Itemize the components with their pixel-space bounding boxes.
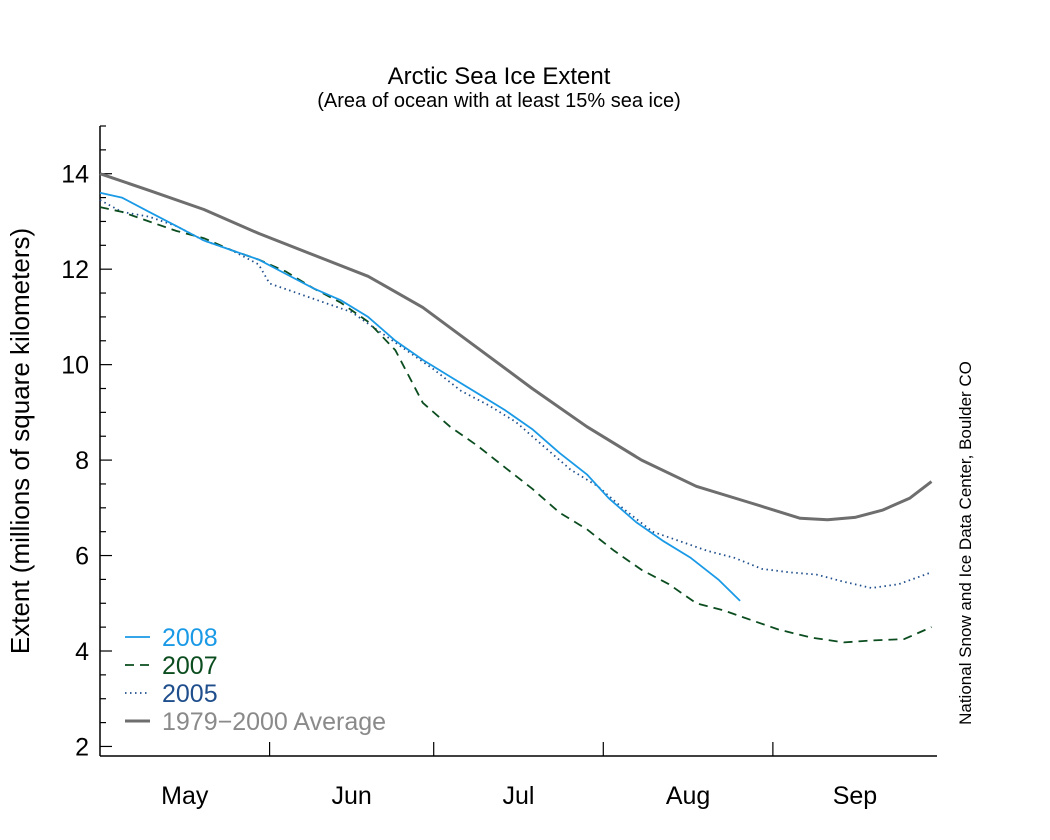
y-tick-label: 14 [61, 161, 89, 189]
axes: 2 4 6 8 10 12 14 May Jun Jul Aug Sep [61, 125, 937, 810]
x-month-label: Jun [331, 782, 371, 810]
y-tick-label: 2 [75, 733, 89, 761]
chart-subtitle: (Area of ocean with at least 15% sea ice… [317, 90, 681, 112]
series-line-1 [99, 206, 932, 644]
series-line-3 [99, 172, 933, 522]
legend-label: 1979−2000 Average [162, 708, 386, 736]
legend-label: 2008 [162, 624, 218, 652]
credit-text: National Snow and Ice Data Center, Bould… [956, 361, 975, 725]
series-layer [99, 172, 933, 644]
y-tick-label: 8 [75, 447, 89, 475]
y-tick-label: 4 [75, 638, 89, 666]
legend-label: 2005 [162, 680, 218, 708]
legend-label: 2007 [162, 652, 218, 680]
x-month-label: Sep [833, 782, 877, 810]
chart-title: Arctic Sea Ice Extent [388, 63, 611, 90]
y-axis-label: Extent (millions of square kilometers) [5, 228, 35, 654]
y-tick-label: 6 [75, 543, 89, 571]
y-tick-label: 12 [61, 256, 89, 284]
x-month-label: Aug [666, 782, 710, 810]
series-line-0 [99, 191, 741, 602]
y-tick-label: 10 [61, 352, 89, 380]
x-month-label: May [161, 782, 209, 810]
series-line-2 [99, 199, 932, 589]
x-month-label: Jul [503, 782, 535, 810]
